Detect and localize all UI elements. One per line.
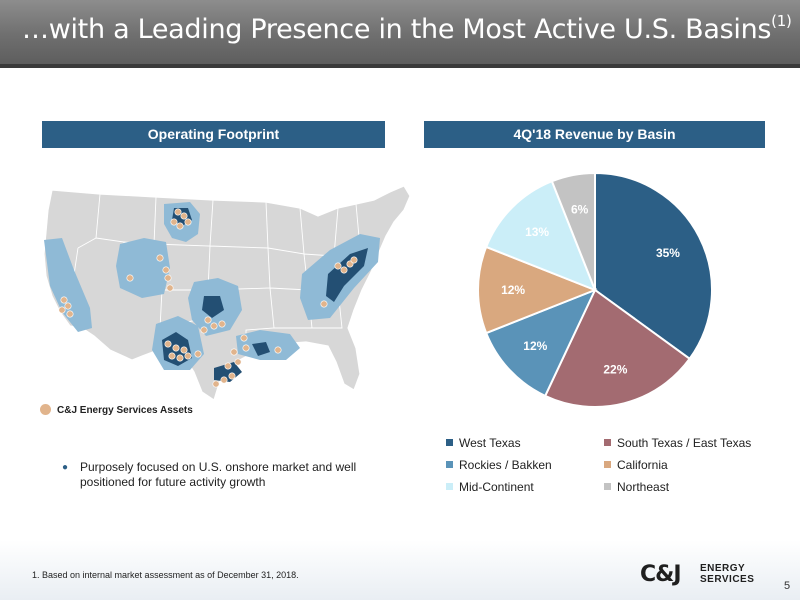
legend-swatch-3 — [604, 461, 611, 468]
basin-regions — [44, 202, 380, 382]
footnote: 1. Based on internal market assessment a… — [32, 570, 299, 580]
legend-label-3: California — [617, 458, 668, 472]
revenue-pie-chart: 35% 22% 12% 12% 13% 6% — [477, 171, 713, 408]
legend-item-2: Rockies / Bakken — [446, 458, 552, 472]
bullet-point: ● Purposely focused on U.S. onshore marke… — [62, 460, 382, 490]
asset-dot-swatch — [40, 404, 51, 415]
scoop-stack-core — [202, 296, 224, 318]
east-texas-basin — [236, 330, 300, 360]
title-footnote-ref: (1) — [771, 12, 792, 30]
marcellus-core — [326, 248, 368, 302]
legend-label-2: Rockies / Bakken — [459, 458, 552, 472]
page-title-text: …with a Leading Presence in the Most Act… — [22, 14, 772, 45]
legend-label-0: West Texas — [459, 436, 521, 450]
bullet-text: Purposely focused on U.S. onshore market… — [80, 460, 357, 489]
pie-label-1: 22% — [603, 362, 627, 376]
legend-swatch-4 — [446, 483, 453, 490]
haynesville-core — [252, 342, 270, 356]
page-number: 5 — [784, 580, 791, 592]
revenue-chart-banner: 4Q'18 Revenue by Basin — [424, 121, 765, 148]
legend-swatch-0 — [446, 439, 453, 446]
legend-swatch-5 — [604, 483, 611, 490]
bullet-marker-icon: ● — [62, 462, 69, 473]
assets-legend: C&J Energy Services Assets — [40, 404, 193, 416]
pie-slice-3 — [477, 245, 598, 335]
page-title: …with a Leading Presence in the Most Act… — [22, 12, 792, 45]
assets-legend-label: C&J Energy Services Assets — [57, 405, 193, 416]
pie-label-4: 13% — [525, 225, 549, 239]
pie-slice-5 — [550, 171, 596, 291]
pie-slice-2 — [484, 288, 597, 398]
logo-mark: C&J — [640, 562, 682, 587]
footer-band — [0, 540, 800, 600]
legend-item-1: South Texas / East Texas — [604, 436, 751, 450]
legend-swatch-2 — [446, 461, 453, 468]
legend-swatch-1 — [604, 439, 611, 446]
pie-label-2: 12% — [523, 339, 547, 353]
legend-item-5: Northeast — [604, 480, 669, 494]
pie-slice-0 — [594, 171, 713, 361]
header-divider — [0, 64, 800, 68]
legend-item-0: West Texas — [446, 436, 521, 450]
legend-label-4: Mid-Continent — [459, 480, 534, 494]
asset-dots — [58, 208, 358, 388]
rockies-basin — [116, 238, 170, 298]
logo-line2: SERVICES — [700, 574, 755, 585]
company-logo: C&J ENERGY SERVICES — [640, 562, 770, 587]
pie-slice-4 — [484, 179, 597, 292]
legend-label-1: South Texas / East Texas — [617, 436, 752, 450]
operating-footprint-banner: Operating Footprint — [42, 121, 385, 148]
logo-line1: ENERGY — [700, 563, 746, 574]
legend-label-5: Northeast — [617, 480, 670, 494]
pie-label-0: 35% — [656, 246, 680, 260]
pie-label-3: 12% — [501, 283, 525, 297]
california-basin — [44, 238, 92, 332]
legend-item-4: Mid-Continent — [446, 480, 534, 494]
pie-label-5: 6% — [571, 203, 589, 217]
us-basin-map — [43, 185, 411, 401]
header-bar — [0, 0, 800, 64]
legend-item-3: California — [604, 458, 668, 472]
